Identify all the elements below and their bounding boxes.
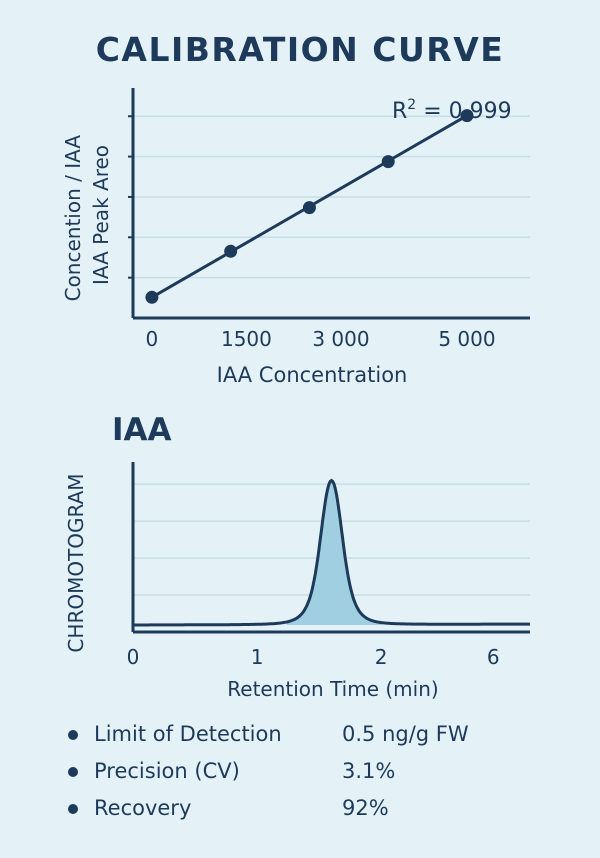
stat-row-precision: Precision (CV) 3.1% <box>68 757 568 794</box>
chromatogram-x-tick-labels: 0 1 2 6 <box>127 645 500 669</box>
chromatogram-peak-area <box>286 480 383 625</box>
x-tick-label: 1500 <box>221 327 272 351</box>
chromatogram-x-axis-label: Retention Time (min) <box>227 677 438 701</box>
chromatogram-y-axis-label: CHROMOTOGRAM <box>64 473 88 652</box>
bullet-icon <box>68 767 78 777</box>
stat-label: Precision (CV) <box>94 759 240 783</box>
x-tick-label: 6 <box>487 645 500 669</box>
chromatogram-grid <box>133 483 530 596</box>
r-squared-symbol: R <box>392 99 407 124</box>
data-point <box>302 201 316 215</box>
stat-value: 3.1% <box>342 759 396 783</box>
chromatogram-trace <box>133 478 530 627</box>
bullet-icon <box>68 804 78 814</box>
calibration-x-axis-label: IAA Concentration <box>217 363 408 387</box>
x-tick-label: 2 <box>375 645 388 669</box>
stat-row-recovery: Recovery 92% <box>68 794 568 831</box>
data-point <box>224 244 238 258</box>
bullet-icon <box>68 730 78 740</box>
x-tick-label: 5 000 <box>438 327 495 351</box>
calibration-y-axis-label-line-1: Concention / IAA <box>61 135 85 302</box>
stat-value: 0.5 ng/g FW <box>342 722 469 746</box>
stat-row-limit-of-detection: Limit of Detection 0.5 ng/g FW <box>68 720 568 757</box>
x-tick-label: 1 <box>251 645 264 669</box>
data-point <box>381 155 395 169</box>
calibration-grid <box>133 115 530 279</box>
data-point <box>145 290 159 304</box>
r-squared-value: = 0,999 <box>416 99 511 124</box>
calibration-chart: 0 1500 3 000 5 000 IAA Concentration Concen… <box>61 88 530 387</box>
calibration-y-axis-label-line-2: IAA Peak Areo <box>89 145 113 285</box>
data-point <box>460 109 474 123</box>
x-tick-label: 0 <box>127 645 140 669</box>
chromatogram-title: IAA <box>112 412 172 448</box>
calibration-points <box>145 109 474 304</box>
calibration-y-axis-label: Concention / IAA IAA Peak Areo <box>61 129 113 302</box>
r-squared-annotation: R2 = 0,999 <box>392 97 512 124</box>
page-title: CALIBRATION CURVE <box>95 30 505 69</box>
stat-label: Limit of Detection <box>94 722 282 746</box>
x-tick-label: 3 000 <box>312 327 369 351</box>
calibration-y-ticks <box>128 115 133 279</box>
x-tick-label: 0 <box>146 327 159 351</box>
calibration-x-tick-labels: 0 1500 3 000 5 000 <box>146 327 496 351</box>
stats-list: Limit of Detection 0.5 ng/g FW Precision… <box>68 720 568 831</box>
stat-label: Recovery <box>94 796 192 820</box>
stat-value: 92% <box>342 796 389 820</box>
r-squared-exponent: 2 <box>407 97 416 113</box>
